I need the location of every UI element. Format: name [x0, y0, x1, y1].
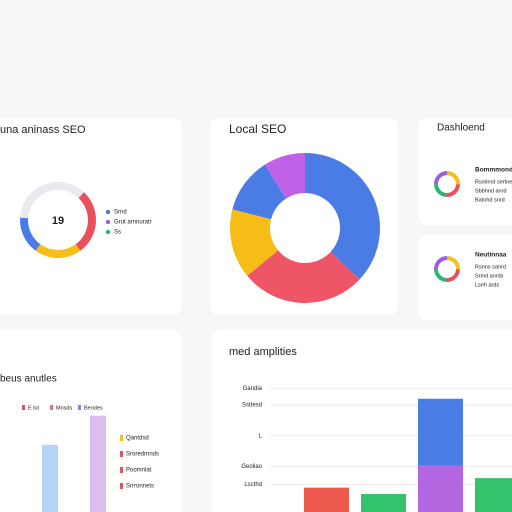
icon — [447, 171, 460, 185]
legend-label: Ss — [114, 230, 121, 236]
legend-label: Beodes — [84, 405, 103, 411]
legend-swatch — [50, 405, 53, 410]
pie-slice — [232, 164, 287, 220]
pie-slice — [247, 250, 360, 303]
icon — [434, 184, 447, 197]
card-title: Dashloend — [437, 123, 485, 134]
card — [418, 235, 512, 320]
bar — [418, 398, 463, 466]
pie-slice — [75, 192, 96, 251]
pie-slice — [305, 153, 380, 280]
card — [418, 118, 512, 225]
card-title: beus anutles — [0, 374, 57, 385]
y-tick-label: L — [259, 433, 263, 439]
item-title: Neutinnaa — [475, 252, 507, 259]
item-line: Rsnns sanrd — [475, 264, 506, 270]
item-line: Lseh ards — [475, 282, 499, 288]
y-tick-label: Geoliao — [241, 464, 262, 470]
legend-label: Qantdsd — [126, 436, 149, 442]
icon — [447, 256, 460, 270]
bar — [304, 487, 349, 512]
bar — [361, 494, 406, 512]
bar — [42, 444, 58, 512]
item-line: Sbbhnd anrd — [475, 188, 507, 194]
pie-slice — [35, 244, 81, 258]
bar — [418, 465, 463, 512]
item-title: Bommmond — [475, 167, 512, 174]
legend-swatch — [78, 405, 81, 410]
bar — [90, 415, 106, 512]
legend-swatch — [120, 467, 123, 473]
legend-label: Mosds — [56, 405, 72, 411]
legend-swatch — [22, 405, 25, 410]
legend-label: Sroredrnnds — [126, 452, 159, 458]
legend-label: E lut — [28, 405, 39, 411]
item-line: Srmd anrds — [475, 273, 504, 279]
pie-slice — [19, 217, 41, 251]
legend-swatch — [120, 483, 123, 489]
center-label: 19 — [52, 215, 64, 227]
legend-swatch — [105, 209, 111, 215]
pie-slice — [58, 182, 85, 199]
pie-slice — [230, 209, 279, 276]
legend-swatch — [105, 219, 111, 225]
legend-swatch — [120, 451, 123, 457]
card-title: med amplities — [229, 346, 297, 358]
icon — [434, 171, 447, 185]
card-title: Local SEO — [229, 122, 286, 136]
legend-label: Srrronnets — [126, 484, 154, 490]
pie-slice — [264, 153, 305, 199]
bar — [475, 478, 512, 512]
icon — [446, 184, 460, 197]
legend-label: Grut arnnuratr — [114, 220, 152, 226]
item-line: Batohd snrd — [475, 197, 505, 203]
y-tick-label: Gandia — [243, 386, 263, 392]
item-line: Rsmlnrd sertne — [475, 179, 512, 185]
y-tick-label: Ssttesd — [242, 403, 262, 409]
pie-slice — [20, 182, 59, 219]
icon — [434, 256, 447, 270]
icon — [446, 269, 460, 282]
legend-label: Srnd — [114, 210, 127, 216]
icon — [434, 269, 447, 282]
legend-label: Poomnlat — [126, 468, 152, 474]
legend-swatch — [105, 229, 111, 235]
legend-swatch — [120, 435, 123, 441]
y-tick-label: Lscthd — [244, 482, 262, 488]
card-title: una aninass SEO — [0, 124, 86, 136]
